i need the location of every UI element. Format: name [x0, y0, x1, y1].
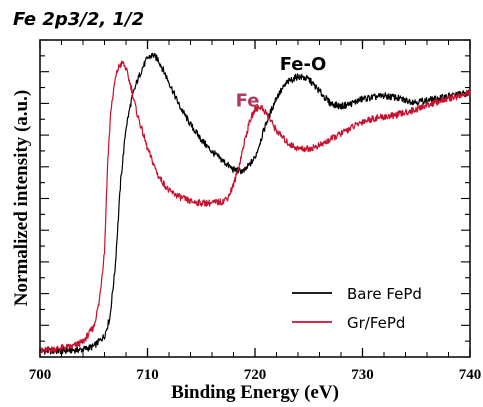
series-layer [39, 52, 471, 355]
x-tick-label: 720 [244, 367, 267, 383]
axis-ticks: 700 710 720 730 740 [29, 39, 482, 383]
chart-title: Fe 2p3/2, 1/2 [13, 9, 144, 30]
legend-label: Gr/FePd [347, 314, 405, 332]
plot-frame [39, 39, 471, 358]
series-line-gr-fepd [39, 60, 471, 355]
legend-label: Bare FePd [347, 285, 422, 303]
legend: Bare FePd Gr/FePd [292, 285, 422, 332]
series-line-bare-fepd [39, 52, 471, 355]
plot-area [39, 39, 471, 358]
x-tick-label: 700 [29, 367, 52, 383]
x-tick-label: 730 [351, 367, 374, 383]
x-axis-label: Binding Energy (eV) [171, 382, 339, 403]
annotation-label: Fe [236, 90, 260, 111]
y-axis-label: Normalized intensity (a.u.) [11, 90, 32, 306]
annotations: Fe-O Fe [236, 54, 327, 111]
x-tick-label: 710 [136, 367, 159, 383]
annotation-label: Fe-O [280, 54, 327, 75]
x-tick-label: 740 [459, 367, 482, 383]
